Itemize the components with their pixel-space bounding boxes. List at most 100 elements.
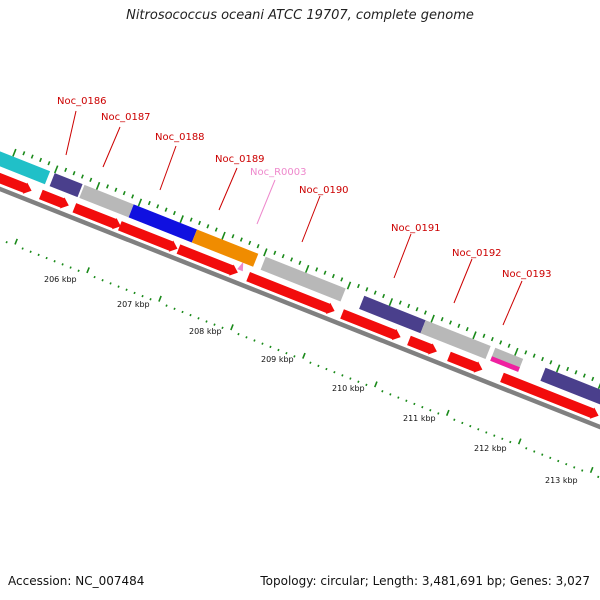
- ruler-tick: [374, 381, 378, 388]
- rna-feature-noc-r0003[interactable]: [237, 261, 244, 272]
- gene-label[interactable]: Noc_0192: [452, 248, 502, 259]
- cds-arrow[interactable]: [39, 189, 69, 209]
- ruler-tick: [205, 320, 208, 323]
- outer-tick-mark: [541, 356, 545, 362]
- gene-block[interactable]: [420, 320, 491, 359]
- gene-block[interactable]: [0, 145, 51, 185]
- outer-tick-mark: [574, 370, 578, 375]
- gene-block[interactable]: [128, 204, 197, 243]
- outer-tick-mark: [514, 347, 519, 356]
- ruler-tick: [333, 370, 336, 374]
- gene-label[interactable]: Noc_0188: [155, 132, 205, 143]
- outer-tick-mark: [89, 177, 93, 182]
- ruler-tick: [573, 466, 576, 469]
- ruler-tick: [165, 304, 168, 307]
- outer-tick-mark: [131, 194, 135, 199]
- outer-tick-mark: [290, 257, 294, 262]
- outer-tick-mark: [532, 353, 536, 358]
- ruler-tick: [253, 339, 256, 342]
- outer-tick-mark: [106, 184, 109, 189]
- outer-tick-mark: [457, 323, 461, 328]
- ruler-tick: [341, 374, 344, 377]
- outer-tick-mark: [566, 366, 570, 372]
- outer-tick-mark: [382, 293, 386, 299]
- outer-tick-mark: [490, 336, 494, 342]
- ruler-tick: [230, 324, 234, 331]
- ruler-tick: [181, 310, 184, 314]
- gene-block[interactable]: [359, 295, 426, 334]
- outer-tick-mark: [189, 217, 193, 222]
- ruler-tick: [445, 409, 450, 416]
- cds-arrow[interactable]: [176, 244, 238, 276]
- gene-label[interactable]: Noc_R0003: [250, 167, 307, 178]
- ruler-tick: [133, 291, 136, 295]
- outer-tick-mark: [137, 198, 143, 207]
- ruler-tick: [565, 462, 568, 466]
- gene-label-leader: [218, 167, 238, 211]
- gene-label[interactable]: Noc_0191: [391, 223, 441, 234]
- ruler-tick: [309, 361, 312, 364]
- ruler-tick: [421, 405, 424, 409]
- ruler-tick: [86, 267, 90, 274]
- gene-label[interactable]: Noc_0190: [299, 185, 349, 196]
- ruler-tick: [269, 345, 272, 349]
- cds-arrow[interactable]: [447, 351, 483, 373]
- outer-tick-mark: [340, 277, 344, 282]
- outer-tick-mark: [53, 165, 59, 174]
- outer-tick-mark: [357, 283, 360, 289]
- ruler-tick: [429, 409, 432, 412]
- cds-arrow[interactable]: [246, 272, 335, 314]
- gene-block[interactable]: [260, 256, 346, 302]
- ruler-tick: [158, 295, 162, 302]
- outer-tick-mark: [407, 303, 411, 309]
- outer-tick-mark: [239, 237, 243, 242]
- ruler-tick: [581, 469, 584, 472]
- ruler-tick: [477, 428, 480, 431]
- kbp-label: 210 kbp: [332, 384, 365, 393]
- ruler-tick: [349, 377, 352, 380]
- outer-tick-mark: [256, 244, 260, 249]
- outer-tick-mark: [499, 340, 503, 345]
- ruler-tick: [149, 298, 152, 301]
- outer-tick-mark: [365, 287, 369, 292]
- ruler-tick: [109, 282, 112, 285]
- ruler-tick: [221, 326, 224, 330]
- cds-arrow[interactable]: [0, 164, 32, 194]
- ruler-tick: [365, 383, 368, 387]
- genome-stats-text: Topology: circular; Length: 3,481,691 bp…: [260, 574, 590, 588]
- outer-tick-mark: [64, 167, 68, 173]
- gene-block[interactable]: [540, 367, 600, 413]
- ruler-tick: [541, 453, 544, 456]
- gene-block[interactable]: [79, 184, 134, 218]
- outer-tick-mark: [440, 317, 444, 322]
- outer-tick-mark: [198, 220, 202, 226]
- gene-block[interactable]: [49, 173, 83, 198]
- ruler-tick: [589, 466, 594, 474]
- ruler-tick: [469, 424, 472, 428]
- ruler-tick: [21, 247, 24, 250]
- outer-tick-mark: [304, 264, 310, 273]
- outer-tick-mark: [179, 215, 184, 224]
- ruler-tick: [14, 238, 18, 245]
- outer-tick-mark: [221, 231, 226, 240]
- gene-label-leader: [502, 280, 523, 326]
- ruler-tick: [397, 396, 400, 399]
- gene-label[interactable]: Noc_0186: [57, 96, 107, 107]
- gene-block[interactable]: [191, 229, 259, 267]
- cds-arrow[interactable]: [72, 203, 121, 230]
- ruler-tick: [381, 390, 384, 393]
- gene-label[interactable]: Noc_0193: [502, 269, 552, 280]
- gene-block-noc-0193[interactable]: [490, 356, 520, 372]
- cds-arrow[interactable]: [500, 372, 599, 419]
- gene-label[interactable]: Noc_0187: [101, 112, 151, 123]
- cds-arrow[interactable]: [340, 309, 401, 341]
- ruler-tick: [37, 253, 40, 257]
- ruler-tick: [285, 351, 288, 355]
- ruler-tick: [293, 355, 296, 358]
- gene-label[interactable]: Noc_0189: [215, 154, 265, 165]
- cds-arrow[interactable]: [407, 335, 437, 355]
- ruler-tick: [597, 475, 600, 479]
- outer-tick-mark: [281, 253, 285, 259]
- outer-tick-mark: [22, 151, 26, 156]
- cds-arrow[interactable]: [118, 221, 178, 252]
